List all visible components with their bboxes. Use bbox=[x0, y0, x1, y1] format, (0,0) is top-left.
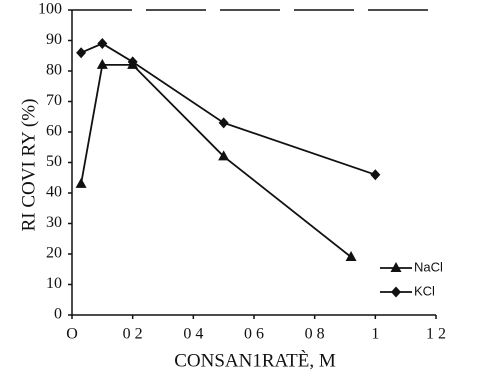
y-tick-label: 90 bbox=[46, 31, 62, 48]
y-tick-label: 80 bbox=[46, 62, 62, 79]
y-tick-label: 30 bbox=[46, 214, 62, 231]
marker bbox=[76, 47, 87, 59]
x-axis-label: CONSAN1RATÈ, M bbox=[174, 349, 336, 371]
y-tick-label: 0 bbox=[54, 306, 62, 323]
x-tick-label: 1 2 bbox=[426, 326, 446, 343]
x-tick-label: O bbox=[66, 326, 78, 343]
marker bbox=[218, 150, 230, 161]
y-tick-label: 70 bbox=[46, 92, 62, 109]
series-line bbox=[80, 42, 376, 176]
x-tick-label: 0 2 bbox=[123, 326, 143, 343]
x-tick-label: 0 8 bbox=[305, 326, 325, 343]
marker bbox=[391, 286, 401, 298]
marker bbox=[370, 169, 381, 181]
marker bbox=[218, 117, 229, 129]
marker bbox=[97, 38, 108, 50]
y-tick-label: 60 bbox=[46, 123, 62, 140]
marker bbox=[96, 58, 108, 69]
marker bbox=[390, 262, 402, 272]
legend-label: KCl bbox=[414, 283, 435, 298]
marker bbox=[127, 56, 138, 68]
marker bbox=[75, 177, 87, 188]
x-tick-label: 0 6 bbox=[244, 326, 264, 343]
y-tick-label: 40 bbox=[46, 184, 62, 201]
y-tick-label: 10 bbox=[46, 275, 62, 292]
y-axis-label: RI COVI RY (%) bbox=[18, 99, 39, 232]
y-tick-label: 20 bbox=[46, 245, 62, 262]
y-tick-label: 50 bbox=[46, 153, 62, 170]
x-tick-label: 1 bbox=[371, 326, 379, 343]
series-line bbox=[80, 64, 352, 258]
y-tick-label: 100 bbox=[38, 1, 62, 18]
legend-label: NaCl bbox=[414, 259, 443, 274]
marker bbox=[345, 251, 357, 262]
x-tick-label: 0 4 bbox=[183, 326, 203, 343]
